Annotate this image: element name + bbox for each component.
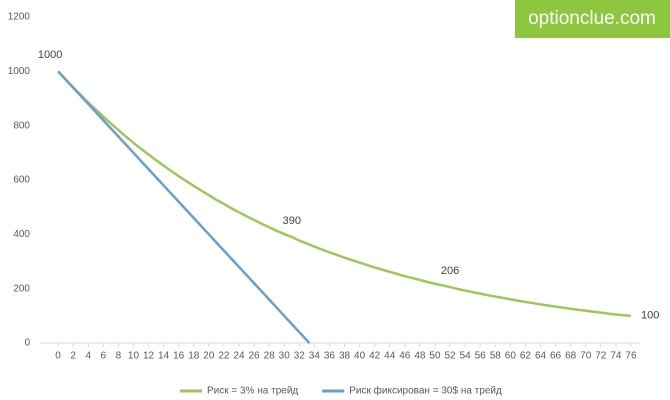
y-tick-label: 200: [13, 283, 30, 294]
series-line: [57, 70, 311, 344]
series-line: [57, 70, 632, 318]
x-tick-label: 28: [264, 351, 276, 362]
x-tick-label: 54: [460, 351, 472, 362]
x-tick-label: 76: [625, 351, 637, 362]
x-tick-label: 14: [158, 351, 170, 362]
x-tick-label: 38: [339, 351, 351, 362]
x-tick-label: 72: [595, 351, 607, 362]
y-tick-label: 400: [13, 229, 30, 240]
x-tick-label: 70: [580, 351, 592, 362]
y-tick-label: 1000: [8, 66, 31, 77]
x-tick-label: 46: [399, 351, 411, 362]
x-tick-label: 2: [70, 351, 76, 362]
x-tick-label: 42: [369, 351, 381, 362]
x-tick-label: 60: [505, 351, 517, 362]
x-tick-label: 16: [173, 351, 185, 362]
x-tick-label: 58: [490, 351, 502, 362]
x-tick-label: 48: [414, 351, 426, 362]
legend-label: Риск фиксирован = 30$ на трейд: [349, 385, 502, 397]
x-tick-label: 4: [85, 351, 91, 362]
data-label: 206: [441, 265, 459, 277]
x-tick-label: 36: [324, 351, 336, 362]
x-tick-label: 18: [188, 351, 200, 362]
y-tick-label: 0: [24, 338, 30, 349]
x-tick-label: 44: [384, 351, 396, 362]
data-label: 390: [283, 215, 301, 227]
x-tick-label: 8: [116, 351, 122, 362]
data-label: 100: [641, 310, 659, 322]
x-tick-label: 74: [610, 351, 622, 362]
x-tick-label: 10: [128, 351, 140, 362]
x-tick-label: 62: [520, 351, 532, 362]
x-tick-label: 32: [294, 351, 306, 362]
legend-label: Риск = 3% на трейд: [207, 386, 298, 397]
x-tick-label: 66: [550, 351, 562, 362]
y-tick-label: 1200: [8, 12, 31, 23]
x-tick-label: 40: [354, 351, 366, 362]
x-tick-label: 30: [279, 351, 291, 362]
x-tick-label: 50: [429, 351, 441, 362]
x-tick-label: 26: [249, 351, 261, 362]
x-tick-label: 24: [233, 351, 245, 362]
x-tick-label: 56: [475, 351, 487, 362]
data-label: 1000: [38, 49, 62, 61]
x-tick-label: 64: [535, 351, 547, 362]
x-tick-label: 0: [55, 351, 61, 362]
x-tick-label: 22: [218, 351, 230, 362]
y-tick-label: 600: [13, 175, 30, 186]
x-tick-label: 34: [309, 351, 321, 362]
watermark: optionclue.com: [528, 8, 656, 29]
x-tick-label: 52: [444, 351, 456, 362]
y-tick-label: 800: [13, 120, 30, 131]
x-tick-label: 68: [565, 351, 577, 362]
x-tick-label: 6: [101, 351, 107, 362]
x-tick-label: 20: [203, 351, 215, 362]
watermark-box: [515, 0, 670, 38]
x-tick-label: 12: [143, 351, 155, 362]
